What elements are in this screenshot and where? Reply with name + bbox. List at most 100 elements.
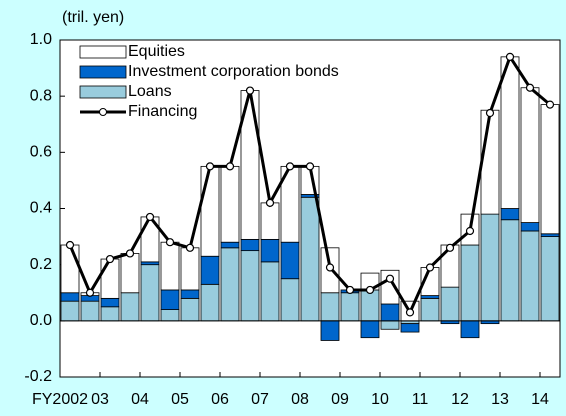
bar-segment	[420, 297, 440, 322]
x-tick-label: 10	[371, 391, 389, 408]
y-tick-label: 1.0	[30, 31, 52, 48]
bar-segment	[400, 323, 420, 333]
bar-segment	[300, 196, 320, 322]
financing-point	[425, 263, 435, 272]
bar-segment	[140, 261, 160, 266]
bar-segment	[360, 320, 380, 339]
bar-segment	[260, 238, 280, 263]
y-tick-label: 0.6	[30, 144, 52, 161]
plot-frame	[59, 39, 561, 378]
financing-point	[125, 249, 135, 258]
bar-segment	[240, 238, 260, 252]
legend-label: Financing	[128, 103, 197, 120]
bar-segment	[260, 202, 280, 240]
bar-segment	[220, 241, 240, 249]
bar-segment	[480, 109, 500, 215]
x-tick-label: 03	[91, 391, 109, 408]
x-tick-label: 04	[131, 391, 149, 408]
y-tick-label: 0.4	[30, 200, 52, 217]
legend-label: Equities	[128, 43, 185, 60]
financing-point	[325, 263, 335, 272]
legend-label: Investment corporation bonds	[128, 63, 339, 80]
legend-swatch	[79, 85, 127, 99]
x-tick-label: 11	[412, 391, 429, 408]
bar-segment	[60, 292, 80, 302]
bar-segment	[120, 292, 140, 322]
y-tick-label: 0.2	[30, 256, 52, 273]
financing-point	[525, 83, 535, 92]
bar-segment	[180, 247, 200, 291]
financing-point	[265, 198, 275, 207]
bar-segment	[320, 320, 340, 341]
bar-segment	[260, 261, 280, 322]
bar-segment	[180, 289, 200, 299]
financing-point	[65, 240, 75, 250]
legend-marker	[99, 108, 107, 116]
financing-point	[405, 308, 415, 317]
bar-segment	[120, 253, 140, 294]
financing-point	[85, 288, 95, 297]
bar-segment	[200, 255, 220, 285]
bar-segment	[500, 208, 520, 221]
y-unit-label: (tril. yen)	[62, 9, 124, 26]
financing-point	[365, 285, 375, 295]
bar-segment	[60, 300, 80, 322]
bar-segment	[340, 292, 360, 322]
bar-segment	[80, 300, 100, 322]
bar-segment	[500, 219, 520, 322]
bar-segment	[520, 87, 540, 223]
x-tick-label: FY2002	[32, 391, 88, 408]
financing-point	[445, 243, 455, 252]
x-tick-label: 08	[291, 391, 309, 408]
bar-segment	[240, 250, 260, 322]
x-tick-label: 09	[331, 391, 349, 408]
bar-segment	[280, 278, 300, 322]
x-tick-label: 13	[491, 391, 509, 408]
x-tick-label: 05	[171, 391, 189, 408]
legend-swatch	[79, 65, 127, 79]
bar-segment	[160, 289, 180, 311]
bar-segment	[480, 213, 500, 322]
financing-point	[165, 238, 175, 247]
bar-segment	[540, 104, 560, 235]
financing-point	[105, 254, 115, 264]
financing-point	[205, 162, 215, 171]
financing-point	[465, 226, 475, 236]
y-tick-label: 0.8	[30, 87, 52, 104]
bar-segment	[460, 244, 480, 322]
bar-segment	[500, 56, 520, 209]
bar-segment	[160, 241, 180, 291]
financing-point	[225, 162, 235, 171]
x-tick-label: 07	[251, 391, 269, 408]
bar-segment	[100, 306, 120, 322]
financing-point	[485, 108, 495, 118]
y-tick-label: 0.0	[30, 312, 52, 329]
bar-segment	[200, 165, 220, 257]
bar-segment	[360, 289, 380, 322]
financing-point	[245, 86, 255, 95]
financing-point	[185, 243, 195, 252]
bar-segment	[380, 303, 400, 322]
x-tick-label: 06	[211, 391, 229, 408]
x-tick-label: 12	[451, 391, 469, 408]
bar-segment	[200, 283, 220, 322]
financing-point	[545, 100, 555, 109]
bar-segment	[380, 269, 400, 305]
y-tick-label: -0.2	[24, 368, 52, 385]
bar-segment	[540, 233, 560, 237]
legend-label: Loans	[128, 83, 172, 100]
financing-point	[385, 274, 395, 283]
financing-point	[305, 162, 315, 171]
bar-segment	[100, 297, 120, 308]
bar-segment	[220, 165, 240, 243]
bar-segment	[320, 292, 340, 322]
financing-point	[505, 52, 515, 61]
bar-segment	[420, 295, 440, 299]
bar-segment	[180, 297, 200, 322]
bar-segment	[380, 320, 400, 330]
bar-segment	[280, 241, 300, 280]
financing-point	[345, 285, 355, 295]
financing-point	[285, 162, 295, 171]
